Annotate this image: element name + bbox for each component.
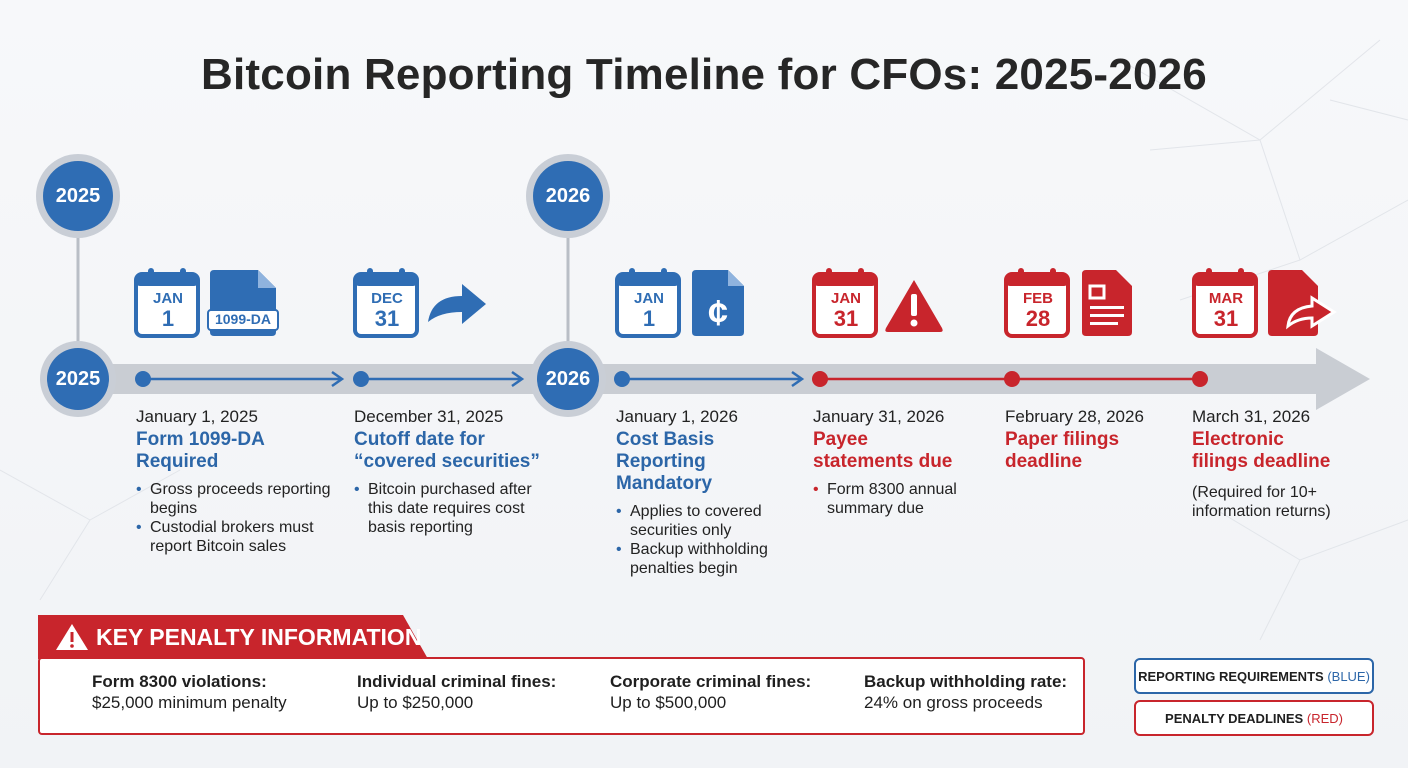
penalty-value: $25,000 minimum penalty (92, 693, 287, 712)
document-1099-label: 1099-DA (214, 311, 272, 327)
legend-tag: (BLUE) (1327, 668, 1370, 684)
blue-segments (143, 370, 805, 388)
event-date: March 31, 2026 (1192, 407, 1311, 426)
event-bullet: Form 8300 annual summary due (813, 480, 988, 518)
penalty-label: Backup withholding rate: (864, 672, 1068, 691)
arrow-forward-icon (428, 284, 486, 324)
penalty-item-corporate: Corporate criminal fines: Up to $500,000 (610, 672, 811, 713)
event-title: Cost Basis Reporting Mandatory (616, 429, 715, 494)
calendar-icon-mar31-2026 (1192, 268, 1258, 338)
penalty-header-tab (38, 615, 428, 659)
calendar-icon-dec31-2025 (353, 268, 419, 338)
penalty-item-form8300: Form 8300 violations: $25,000 minimum pe… (92, 672, 287, 713)
calendar-jan1-2026: JAN 1 (617, 268, 681, 331)
legend-label: PENALTY DEADLINES (1165, 710, 1304, 726)
penalty-label: Corporate criminal fines: (610, 672, 812, 691)
event-title: Cutoff date for “covered securities” (354, 429, 540, 472)
year-marker-2026-top: 2026 (533, 161, 603, 231)
svg-text:¢: ¢ (708, 292, 728, 333)
penalty-item-individual: Individual criminal fines: Up to $250,00… (357, 672, 556, 713)
year-marker-2026: 2026 (537, 348, 599, 410)
event-date: January 1, 2026 (616, 407, 738, 426)
calendar-icon-jan31-2026 (812, 268, 878, 338)
timeline-dot-feb28-2026 (1004, 371, 1020, 387)
legend-penalty-deadlines: PENALTY DEADLINES (RED) (1134, 700, 1374, 736)
event-note: (Required for 10+ information returns) (1192, 484, 1331, 520)
event-dec31-2025: December 31, 2025 Cutoff date for “cover… (354, 407, 554, 537)
event-title: Form 1099-DA Required (136, 429, 265, 472)
event-feb28-2026: February 28, 2026 Paper filings deadline (1005, 407, 1180, 473)
year-marker-2025-top: 2025 (43, 161, 113, 231)
event-bullet: Gross proceeds reporting begins (136, 480, 336, 518)
calendar-jan1-2025: JAN 1 (136, 268, 200, 331)
event-title: Paper filings deadline (1005, 429, 1120, 472)
calendar-feb28-2026: FEB 28 (1006, 268, 1070, 331)
calendar-day: 28 (1025, 306, 1051, 331)
calendar-icon-jan1-2025 (134, 268, 200, 338)
year-marker-2025: 2025 (47, 348, 109, 410)
legend-label: REPORTING REQUIREMENTS (1138, 668, 1324, 684)
penalty-value: Up to $500,000 (610, 693, 727, 712)
event-date: January 31, 2026 (813, 407, 945, 426)
timeline-dot-jan1-2025 (135, 371, 151, 387)
calendar-month: JAN (633, 290, 664, 307)
electronic-send-icon (1268, 270, 1337, 336)
event-mar31-2026: March 31, 2026 Electronic filings deadli… (1192, 407, 1372, 521)
timeline-dot-jan31-2026 (812, 371, 828, 387)
penalty-item-backup: Backup withholding rate: 24% on gross pr… (864, 672, 1067, 713)
penalty-label: Form 8300 violations: (92, 672, 267, 691)
timeline-dot-mar31-2026 (1192, 371, 1208, 387)
calendar-icon-jan1-2026 (615, 268, 681, 338)
penalty-value: Up to $250,000 (357, 693, 474, 712)
event-date: February 28, 2026 (1005, 407, 1144, 426)
penalty-label: Individual criminal fines: (357, 672, 557, 691)
calendar-day: 31 (833, 306, 859, 331)
event-date: December 31, 2025 (354, 407, 504, 426)
legend-reporting-requirements: REPORTING REQUIREMENTS (BLUE) (1134, 658, 1374, 694)
calendar-day: 31 (374, 306, 400, 331)
penalty-info-box (38, 657, 1085, 735)
penalty-header: KEY PENALTY INFORMATION (96, 624, 422, 650)
calendar-mar31-2026: MAR 31 (1194, 268, 1258, 331)
event-title: Payee statements due (813, 429, 953, 472)
event-jan31-2026: January 31, 2026 Payee statements due Fo… (813, 407, 988, 518)
event-bullet: Applies to covered securities only (616, 502, 791, 540)
calendar-day: 31 (1213, 306, 1239, 331)
calendar-day: 1 (642, 306, 656, 331)
event-bullet: Bitcoin purchased after this date requir… (354, 480, 554, 537)
calendar-dec31-2025: DEC 31 (355, 268, 419, 331)
penalty-value: 24% on gross proceeds (864, 693, 1043, 712)
calendar-month: MAR (1208, 290, 1244, 307)
timeline-dot-jan1-2026 (614, 371, 630, 387)
document-cent-icon: ¢ (692, 270, 744, 336)
warning-icon (885, 280, 943, 332)
event-title: Electronic filings deadline (1192, 429, 1331, 472)
event-jan1-2026: January 1, 2026 Cost Basis Reporting Man… (616, 407, 791, 578)
timeline-dot-dec31-2025 (353, 371, 369, 387)
event-bullet: Custodial brokers must report Bitcoin sa… (136, 518, 336, 556)
calendar-month: FEB (1023, 290, 1053, 307)
legend-tag: (RED) (1306, 710, 1343, 726)
event-bullet: Backup withholding penalties begin (616, 540, 791, 578)
calendar-month: JAN (152, 290, 183, 307)
paper-document-icon (1082, 270, 1132, 336)
calendar-icon-feb28-2026 (1004, 268, 1070, 338)
event-jan1-2025: January 1, 2025 Form 1099-DA Required Gr… (136, 407, 336, 556)
event-date: January 1, 2025 (136, 407, 258, 426)
document-1099-icon (207, 270, 279, 336)
page-title: Bitcoin Reporting Timeline for CFOs: 202… (201, 50, 1207, 99)
calendar-month: JAN (830, 290, 861, 307)
calendar-day: 1 (161, 306, 175, 331)
calendar-month: DEC (371, 290, 403, 307)
calendar-jan31-2026: JAN 31 (814, 268, 878, 331)
